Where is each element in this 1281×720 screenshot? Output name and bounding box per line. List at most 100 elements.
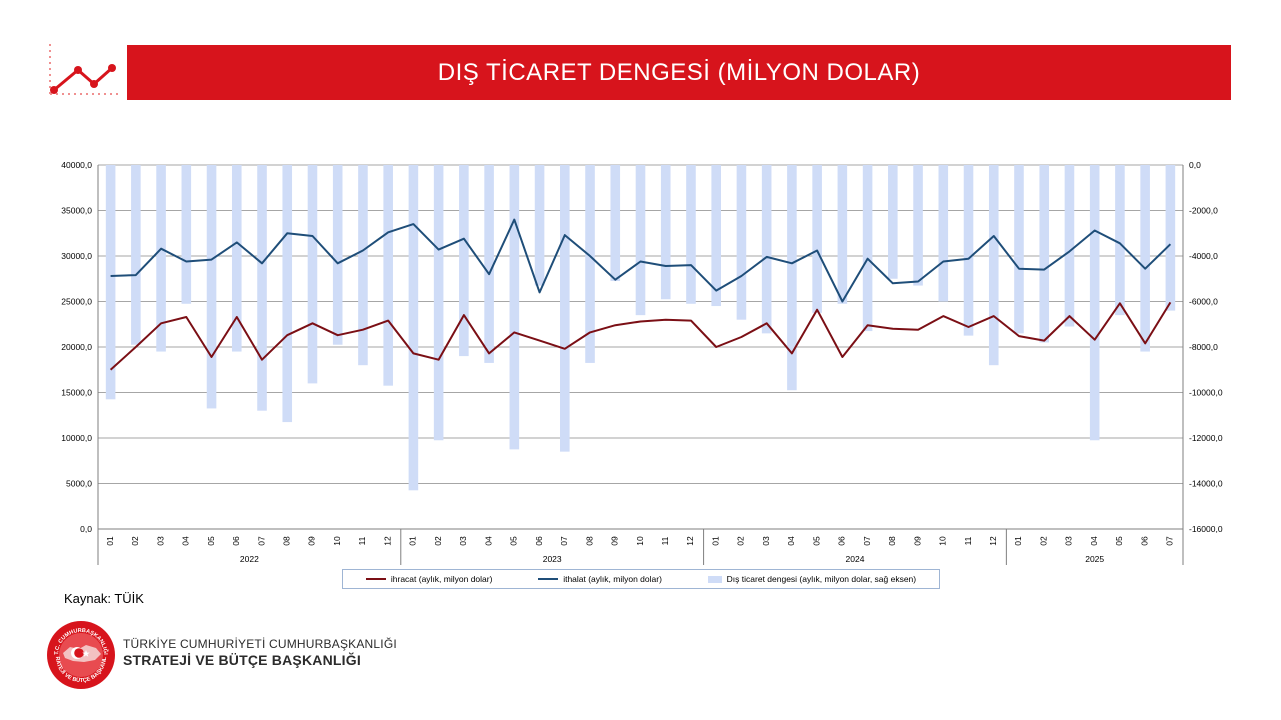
balance-bar: [383, 165, 393, 386]
y-tick-label-right: -14000,0: [1189, 479, 1223, 489]
y-tick-label-right: 0,0: [1189, 160, 1201, 170]
legend-label-import: ithalat (aylık, milyon dolar): [563, 574, 662, 584]
x-tick-label-year: 2024: [846, 554, 865, 564]
x-tick-label-month: 07: [256, 536, 266, 546]
balance-bar: [635, 165, 646, 316]
x-tick-label-year: 2025: [1085, 554, 1104, 564]
balance-bar: [787, 165, 797, 391]
balance-bar: [888, 165, 898, 279]
x-tick-label-month: 01: [1013, 536, 1023, 546]
balance-bar: [156, 165, 166, 352]
x-tick-label-month: 08: [887, 536, 897, 546]
footer-institution-line2: STRATEJİ VE BÜTÇE BAŞKANLIĞI: [123, 652, 361, 668]
y-tick-label-left: 30000,0: [61, 251, 92, 261]
x-tick-label-month: 03: [761, 536, 771, 546]
import-line-swatch: [538, 578, 559, 580]
x-tick-label-month: 05: [1114, 536, 1124, 546]
x-tick-label-month: 02: [1038, 536, 1048, 546]
import-line: [110, 218, 1172, 303]
balance-bar: [282, 165, 293, 423]
sbb-emblem-icon: T.C. CUMHURBAŞKANLIĞI STRATEJİ VE BÜTÇE …: [46, 620, 115, 689]
legend-item-export: ihracat (aylık, milyon dolar): [365, 574, 492, 584]
balance-bar: [131, 165, 141, 345]
x-tick-label-month: 01: [710, 536, 720, 546]
balance-bar: [509, 165, 520, 450]
x-tick-label-month: 07: [1165, 536, 1175, 546]
footer-institution-line1: TÜRKİYE CUMHURİYETİ CUMHURBAŞKANLIĞI: [123, 637, 397, 651]
y-tick-label-left: 25000,0: [61, 297, 92, 307]
balance-bar: [963, 165, 974, 336]
x-tick-label-month: 02: [736, 536, 746, 546]
y-tick-label-right: -10000,0: [1189, 388, 1223, 398]
x-tick-label-month: 09: [307, 536, 317, 546]
x-tick-label-month: 04: [483, 536, 493, 546]
balance-bar: [257, 165, 267, 411]
x-tick-label-month: 07: [559, 536, 569, 546]
balance-bar: [938, 165, 949, 302]
x-tick-label-month: 11: [357, 536, 367, 545]
balance-bar: [307, 165, 318, 384]
balance-bar: [181, 165, 192, 304]
y-tick-label-right: -16000,0: [1189, 524, 1223, 534]
balance-bar: [1039, 165, 1050, 343]
x-tick-label-month: 03: [155, 536, 165, 546]
balance-bar: [686, 165, 696, 304]
x-tick-label-month: 04: [181, 536, 191, 546]
balance-bar: [459, 165, 469, 357]
balance-bar: [1089, 165, 1100, 441]
source-note: Kaynak: TÜİK: [64, 591, 144, 606]
balance-bar: [1014, 165, 1024, 334]
y-tick-label-right: -4000,0: [1189, 251, 1218, 261]
balance-bar: [1115, 165, 1125, 316]
y-tick-label-left: 10000,0: [61, 433, 92, 443]
chart-legend: ihracat (aylık, milyon dolar) ithalat (a…: [342, 569, 940, 589]
balance-bar: [560, 165, 570, 452]
balance-bar: [534, 165, 545, 286]
x-tick-label-month: 06: [534, 536, 544, 546]
y-tick-label-right: -12000,0: [1189, 433, 1223, 443]
x-tick-label-month: 10: [332, 536, 342, 546]
y-tick-label-left: 5000,0: [66, 479, 92, 489]
balance-bar: [433, 165, 444, 441]
x-tick-label-month: 01: [408, 536, 418, 546]
balance-bars: [105, 165, 1176, 491]
x-tick-label-month: 01: [105, 536, 115, 546]
y-tick-label-right: -8000,0: [1189, 342, 1218, 352]
balance-bar: [761, 165, 772, 334]
x-tick-label-month: 05: [206, 536, 216, 546]
balance-bar: [408, 165, 419, 491]
legend-item-balance: Dış ticaret dengesi (aylık, milyon dolar…: [707, 574, 917, 584]
x-tick-label-month: 08: [281, 536, 291, 546]
x-tick-label-year: 2022: [240, 554, 259, 564]
x-tick-label-month: 12: [382, 536, 392, 546]
x-tick-label-month: 11: [660, 536, 670, 545]
balance-bar-swatch: [707, 575, 722, 583]
x-tick-label-month: 09: [610, 536, 620, 546]
x-tick-label-month: 06: [1139, 536, 1149, 546]
balance-bar: [660, 165, 671, 300]
legend-item-import: ithalat (aylık, milyon dolar): [538, 574, 662, 584]
x-tick-label-month: 06: [837, 536, 847, 546]
balance-bar: [862, 165, 873, 332]
balance-bar: [812, 165, 822, 313]
y-tick-label-left: 35000,0: [61, 206, 92, 216]
chart-lines: [109, 218, 1172, 371]
balance-bar: [1165, 165, 1176, 311]
balance-bar: [610, 165, 621, 282]
legend-label-balance: Dış ticaret dengesi (aylık, milyon dolar…: [726, 574, 917, 584]
x-tick-label-month: 05: [811, 536, 821, 546]
balance-bar: [837, 165, 848, 304]
y-tick-label-left: 40000,0: [61, 160, 92, 170]
export-line: [109, 301, 1172, 371]
x-tick-label-month: 02: [130, 536, 140, 546]
x-tick-label-month: 02: [433, 536, 443, 546]
y-tick-label-left: 15000,0: [61, 388, 92, 398]
balance-bar: [484, 165, 494, 363]
chart-axes: 0,0 5000,0 10000,0 15000,0 20000,0 25000,0 300…: [61, 160, 1223, 565]
y-tick-label-left: 20000,0: [61, 342, 92, 352]
balance-bar: [913, 165, 923, 286]
x-tick-label-month: 07: [862, 536, 872, 546]
x-tick-label-month: 04: [1089, 536, 1099, 546]
x-tick-label-month: 10: [635, 536, 645, 546]
